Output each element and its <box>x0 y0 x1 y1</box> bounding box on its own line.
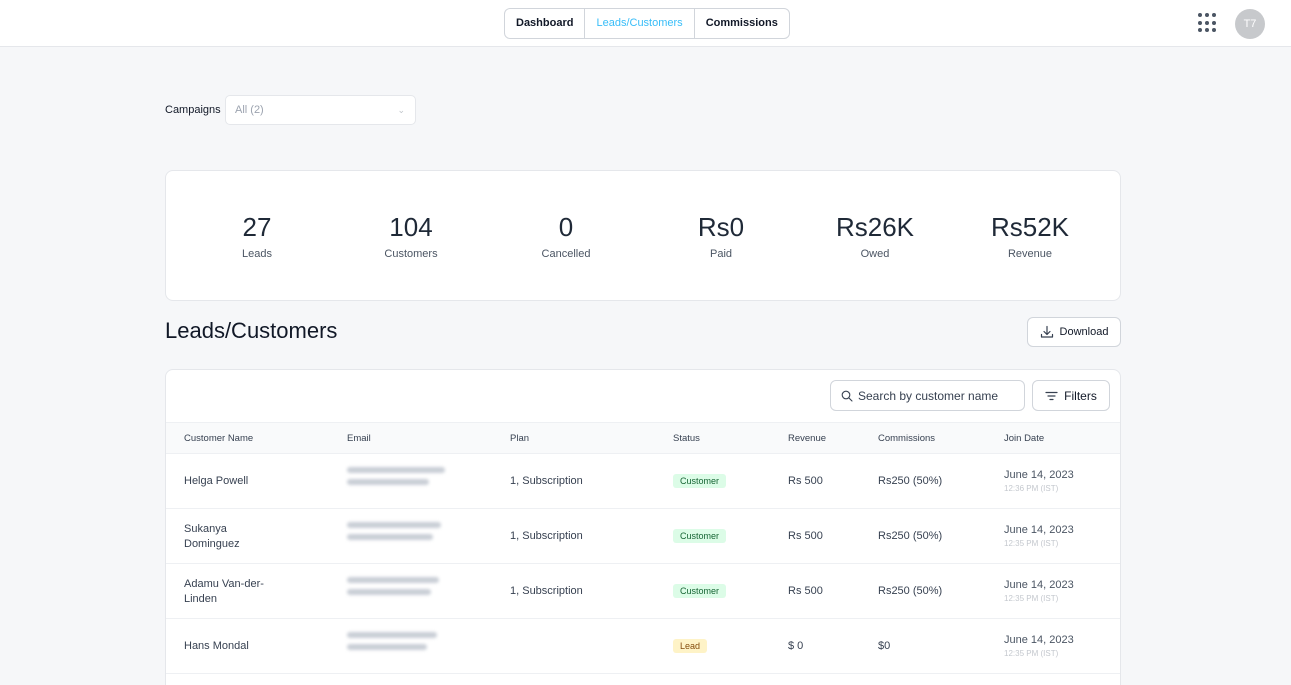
filter-icon <box>1045 391 1058 400</box>
tab-commissions[interactable]: Commissions <box>705 17 778 29</box>
customer-name: Hans Mondal <box>184 640 249 652</box>
status-badge: Customer <box>673 474 727 488</box>
stat-label: Leads <box>242 248 272 260</box>
commission: Rs250 (50%) <box>878 475 943 487</box>
join-date: June 14, 2023 <box>1004 524 1074 536</box>
plan: 1, Subscription <box>510 475 583 487</box>
stat-leads: 27 Leads <box>182 211 332 260</box>
status-badge: Lead <box>673 639 708 653</box>
plan: 1, Subscription <box>510 585 583 597</box>
stat-value: Rs0 <box>697 212 745 242</box>
column-header-join-date[interactable]: Join Date <box>1004 433 1045 444</box>
stat-owed: Rs26K Owed <box>800 211 950 260</box>
customer-name: Adamu Van-der-Linden <box>184 578 264 605</box>
download-icon <box>1040 325 1053 338</box>
download-label: Download <box>1059 326 1109 338</box>
stat-label: Customers <box>384 248 438 260</box>
status-badge: Customer <box>673 584 727 598</box>
column-header-customer-name[interactable]: Customer Name <box>184 433 254 444</box>
table-row[interactable]: Sukanya Dominguez 1, Subscription Custom… <box>166 509 1120 564</box>
chevron-down-icon: ⌄ <box>397 105 405 115</box>
table-row[interactable]: Adamu Van-der-Linden 1, Subscription Cus… <box>166 564 1120 619</box>
stat-customers: 104 Customers <box>336 211 486 260</box>
campaigns-label: Campaigns <box>165 104 221 116</box>
customers-table-card: Filters Customer Name Email Plan Status … <box>165 369 1121 685</box>
revenue: Rs 500 <box>788 530 823 542</box>
filters-button[interactable]: Filters <box>1032 380 1110 411</box>
customer-name: Helga Powell <box>184 475 249 487</box>
stat-value: Rs26K <box>835 212 915 242</box>
plan: 1, Subscription <box>510 530 583 542</box>
customer-name: Sukanya Dominguez <box>184 523 240 550</box>
stat-value: 27 <box>242 212 272 242</box>
search-icon <box>841 390 853 402</box>
revenue: $ 0 <box>788 640 804 652</box>
tab-leads-customers[interactable]: Leads/Customers <box>585 9 695 38</box>
campaigns-select-value: All (2) <box>235 104 264 116</box>
stat-label: Cancelled <box>541 248 591 260</box>
stat-label: Owed <box>860 248 890 260</box>
revenue: Rs 500 <box>788 475 823 487</box>
column-header-email[interactable]: Email <box>347 433 371 444</box>
column-header-plan[interactable]: Plan <box>510 433 530 444</box>
status-badge: Customer <box>673 529 727 543</box>
commission: Rs250 (50%) <box>878 530 943 542</box>
join-time: 12:35 PM (IST) <box>1004 539 1059 548</box>
column-header-status[interactable]: Status <box>673 433 700 444</box>
stat-label: Revenue <box>1007 248 1053 260</box>
stats-card: 27 Leads 104 Customers 0 Cancelled Rs0 P… <box>165 170 1121 301</box>
stat-value: 104 <box>389 212 433 242</box>
join-date: June 14, 2023 <box>1004 579 1074 591</box>
table-row[interactable]: Helga Powell 1, Subscription Customer Rs… <box>166 454 1120 509</box>
revenue: Rs 500 <box>788 585 823 597</box>
column-header-commissions[interactable]: Commissions <box>878 433 936 444</box>
grid-icon[interactable] <box>1198 13 1218 33</box>
join-time: 12:36 PM (IST) <box>1004 484 1059 493</box>
join-date: June 14, 2023 <box>1004 634 1074 646</box>
page-title: Leads/Customers <box>165 318 338 343</box>
filters-label: Filters <box>1064 388 1097 403</box>
email-redacted <box>347 522 447 548</box>
stat-paid: Rs0 Paid <box>646 211 796 260</box>
campaigns-select[interactable]: All (2) ⌄ <box>225 95 416 125</box>
column-header-revenue[interactable]: Revenue <box>788 433 827 444</box>
stat-revenue: Rs52K Revenue <box>955 211 1105 260</box>
table-header: Customer Name Email Plan Status Revenue … <box>166 422 1120 454</box>
stat-value: 0 <box>558 212 574 242</box>
email-redacted <box>347 467 447 493</box>
email-redacted <box>347 577 447 603</box>
search-input[interactable] <box>858 388 1018 403</box>
join-time: 12:35 PM (IST) <box>1004 594 1059 603</box>
main-nav-tabs: Dashboard Leads/Customers Commissions <box>504 8 790 39</box>
join-time: 12:35 PM (IST) <box>1004 649 1059 658</box>
download-button[interactable]: Download <box>1027 317 1121 347</box>
commission: $0 <box>878 640 891 652</box>
commission: Rs250 (50%) <box>878 585 943 597</box>
table-row[interactable]: Hans Mondal Lead $ 0 $0 June 14, 2023 12… <box>166 619 1120 674</box>
top-bar: Dashboard Leads/Customers Commissions T7 <box>0 0 1291 47</box>
stat-cancelled: 0 Cancelled <box>491 211 641 260</box>
tab-dashboard[interactable]: Dashboard <box>505 9 586 38</box>
search-box[interactable] <box>830 380 1025 411</box>
stat-label: Paid <box>709 248 733 260</box>
avatar[interactable]: T7 <box>1235 9 1265 39</box>
stat-value: Rs52K <box>990 212 1070 242</box>
email-redacted <box>347 632 447 658</box>
join-date: June 14, 2023 <box>1004 469 1074 481</box>
